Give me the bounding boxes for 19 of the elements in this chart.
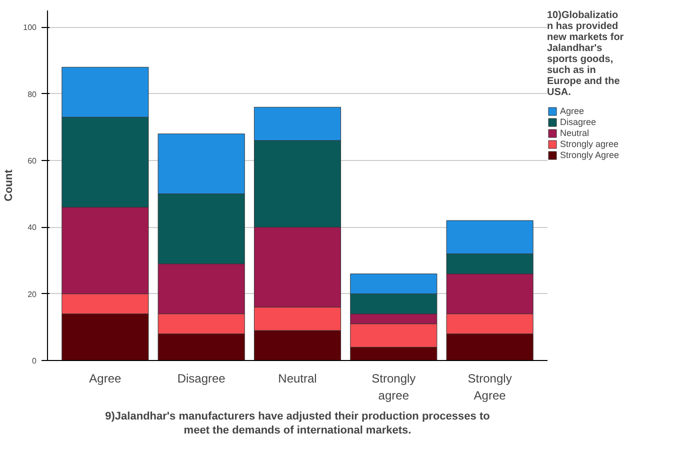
x-tick-label: Strongly Agree bbox=[468, 372, 512, 402]
y-tick-label: 40 bbox=[28, 223, 38, 232]
y-axis-title: Count bbox=[3, 169, 16, 202]
y-tick-label: 100 bbox=[23, 23, 38, 32]
legend-title: 10)Globalization has provided new markets for Jalandhar's sports goods, such as in Europe and the USA. bbox=[547, 10, 624, 98]
x-axis-title: 9)Jalandhar's manufacturers have adjusted their production processes to meet the demands of international markets. bbox=[105, 410, 490, 437]
legend-label: Strongly agree bbox=[560, 139, 619, 149]
x-tick-label: Strongly agree bbox=[372, 372, 416, 402]
x-tick-label: Agree bbox=[89, 372, 122, 386]
x-tick-label: Disagree bbox=[177, 372, 226, 386]
y-tick-label: 80 bbox=[28, 90, 38, 99]
y-tick-label: 20 bbox=[28, 290, 38, 299]
legend-label: Disagree bbox=[560, 117, 596, 127]
legend-label: Neutral bbox=[560, 128, 590, 138]
legend-label: Strongly Agree bbox=[560, 150, 620, 160]
y-tick-label: 0 bbox=[32, 356, 38, 366]
y-tick-label: 60 bbox=[28, 156, 38, 166]
x-tick-label: Neutral bbox=[278, 372, 317, 386]
legend-label: Agree bbox=[560, 106, 584, 116]
